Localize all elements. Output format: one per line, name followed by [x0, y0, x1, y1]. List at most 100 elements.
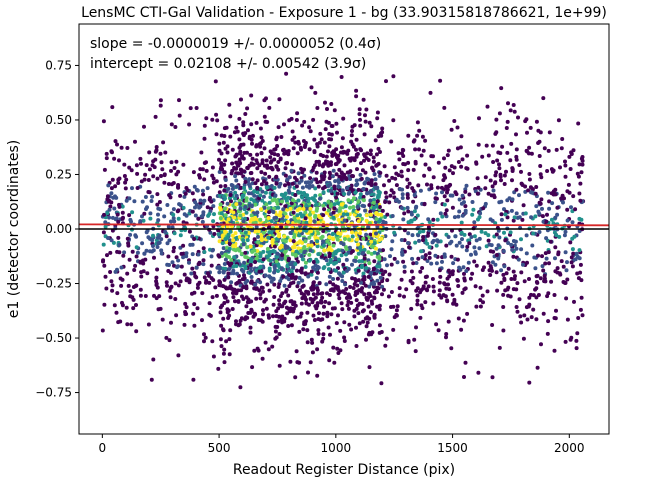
- scatter-point: [544, 236, 549, 241]
- scatter-point: [158, 103, 163, 108]
- scatter-point: [317, 159, 321, 164]
- scatter-point: [102, 302, 107, 307]
- scatter-point: [209, 263, 214, 268]
- scatter-point: [502, 230, 506, 235]
- scatter-point: [527, 172, 532, 176]
- scatter-point: [341, 270, 346, 275]
- scatter-point: [558, 165, 562, 170]
- scatter-point: [238, 206, 243, 211]
- scatter-point: [286, 324, 291, 328]
- scatter-point: [515, 281, 520, 286]
- scatter-point: [211, 219, 216, 224]
- scatter-point: [375, 224, 380, 229]
- scatter-point: [198, 167, 203, 172]
- scatter-point: [144, 230, 149, 235]
- scatter-point: [391, 304, 396, 309]
- scatter-point: [309, 272, 314, 277]
- scatter-point: [311, 165, 316, 170]
- scatter-point: [101, 242, 106, 247]
- scatter-point: [294, 178, 299, 182]
- scatter-point: [328, 332, 332, 337]
- scatter-point: [271, 210, 276, 214]
- scatter-point: [380, 272, 385, 277]
- scatter-point: [377, 303, 382, 308]
- scatter-point: [249, 122, 254, 127]
- scatter-point: [369, 270, 374, 275]
- scatter-point: [217, 157, 221, 162]
- scatter-point: [317, 311, 321, 316]
- scatter-point: [274, 314, 279, 319]
- scatter-point: [465, 311, 470, 316]
- scatter-point: [490, 218, 495, 223]
- scatter-point: [240, 277, 245, 282]
- scatter-point: [104, 156, 109, 161]
- scatter-point: [295, 111, 300, 116]
- scatter-point: [115, 291, 120, 296]
- scatter-point: [313, 90, 318, 95]
- scatter-point: [362, 275, 367, 279]
- scatter-point: [406, 231, 411, 236]
- scatter-point: [557, 271, 562, 276]
- scatter-point: [132, 199, 137, 204]
- scatter-point: [314, 276, 319, 280]
- scatter-point: [384, 173, 389, 178]
- scatter-point: [369, 124, 374, 129]
- scatter-point: [318, 193, 323, 198]
- scatter-point: [410, 256, 415, 261]
- scatter-point: [360, 286, 365, 291]
- scatter-point: [411, 275, 416, 280]
- scatter-point: [395, 260, 400, 265]
- scatter-point: [202, 332, 206, 337]
- scatter-point: [328, 270, 333, 274]
- scatter-point: [252, 248, 257, 253]
- scatter-point: [339, 240, 344, 245]
- scatter-point: [474, 304, 479, 309]
- scatter-point: [387, 272, 392, 277]
- scatter-point: [501, 272, 506, 277]
- scatter-point: [395, 304, 400, 309]
- scatter-point: [262, 146, 267, 151]
- scatter-point: [570, 247, 575, 252]
- scatter-point: [256, 240, 261, 245]
- scatter-point: [317, 281, 322, 286]
- scatter-point: [293, 253, 298, 258]
- scatter-point: [280, 304, 285, 309]
- scatter-point: [476, 142, 481, 147]
- scatter-point: [216, 265, 221, 269]
- scatter-point: [279, 317, 284, 322]
- scatter-point: [236, 323, 241, 328]
- scatter-point: [308, 220, 313, 224]
- scatter-point: [294, 249, 299, 254]
- scatter-point: [414, 261, 419, 265]
- scatter-point: [126, 241, 131, 246]
- scatter-point: [264, 96, 268, 101]
- scatter-point: [486, 233, 491, 238]
- scatter-point: [275, 201, 280, 206]
- scatter-point: [309, 229, 313, 234]
- scatter-point: [371, 159, 376, 164]
- scatter-point: [349, 250, 353, 255]
- scatter-point: [546, 190, 551, 195]
- scatter-point: [472, 259, 477, 264]
- scatter-point: [331, 210, 336, 215]
- scatter-point: [181, 243, 186, 248]
- scatter-point: [260, 189, 265, 194]
- scatter-point: [227, 267, 232, 271]
- scatter-point: [565, 260, 569, 265]
- scatter-point: [477, 236, 482, 241]
- scatter-point: [397, 157, 402, 162]
- scatter-point: [456, 284, 461, 288]
- scatter-point: [283, 173, 288, 178]
- scatter-point: [465, 153, 470, 158]
- scatter-point: [327, 301, 332, 306]
- scatter-point: [296, 280, 301, 285]
- scatter-point: [252, 189, 257, 194]
- scatter-point: [508, 230, 513, 235]
- scatter-point: [101, 230, 106, 235]
- scatter-point: [574, 338, 579, 343]
- scatter-point: [367, 120, 372, 125]
- scatter-point: [104, 151, 109, 156]
- scatter-point: [372, 172, 377, 177]
- scatter-point: [151, 244, 155, 248]
- scatter-point: [184, 251, 189, 256]
